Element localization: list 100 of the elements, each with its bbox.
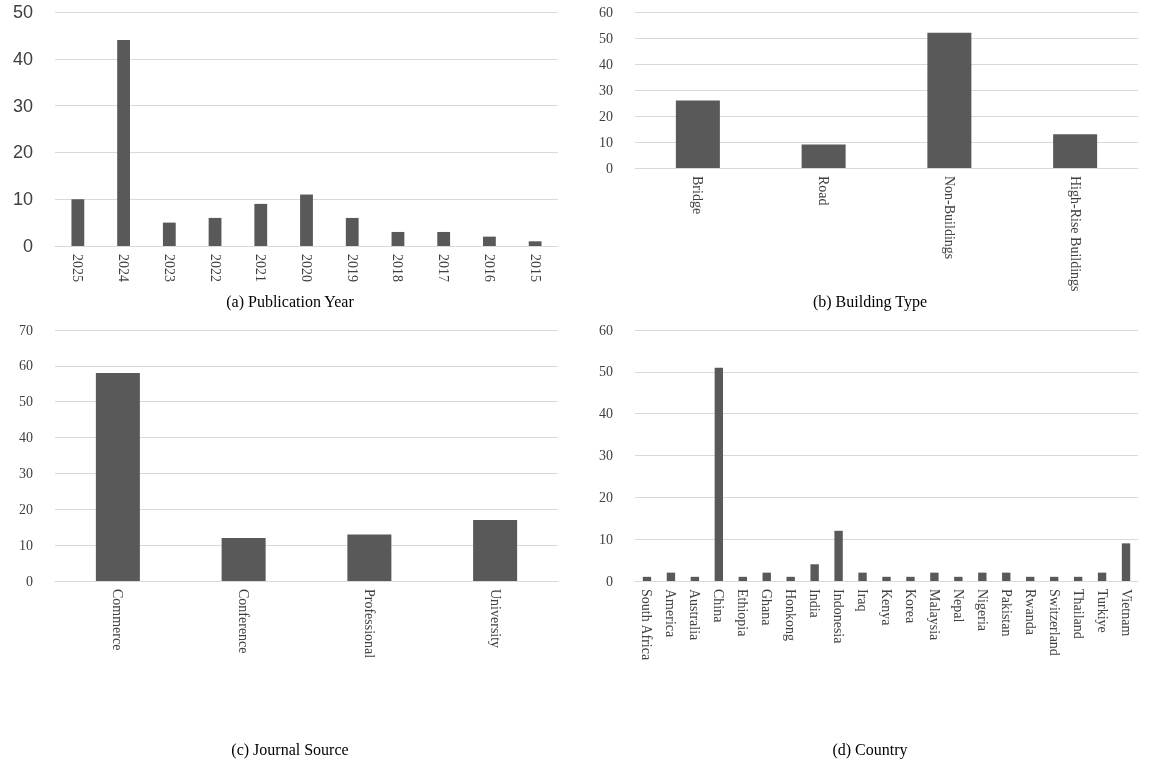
x-tick-label: Turkiye	[1094, 589, 1110, 633]
bar	[930, 572, 939, 581]
x-tick-label: Malaysia	[926, 589, 942, 642]
x-tick-label: China	[711, 589, 727, 624]
bar	[858, 572, 867, 581]
x-tick-label: Nepal	[950, 589, 966, 623]
x-tick-label: Iraq	[855, 589, 871, 612]
bar	[762, 572, 771, 581]
bar	[208, 217, 222, 246]
x-tick-label: High-Rise Buildings	[1067, 176, 1083, 292]
bar	[978, 572, 987, 581]
y-tick-label: 20	[19, 501, 33, 517]
bar	[1073, 576, 1083, 581]
x-tick-label: Professional	[361, 589, 377, 659]
x-tick-label: University	[487, 589, 503, 649]
x-tick-label: 2022	[207, 254, 223, 282]
x-tick-label: 2024	[116, 254, 132, 282]
bar	[1049, 576, 1059, 581]
y-tick-label: 0	[606, 573, 613, 589]
y-tick-label: 60	[19, 358, 33, 374]
bar	[300, 194, 313, 246]
x-tick-label: Indonesia	[831, 589, 847, 645]
bar	[738, 576, 747, 581]
bar	[528, 241, 542, 246]
x-tick-label: Non-Buildings	[941, 176, 957, 260]
bar	[834, 530, 843, 581]
y-tick-label: 40	[599, 56, 613, 72]
y-tick-label: 50	[12, 2, 33, 22]
y-tick-label: 10	[12, 189, 33, 210]
x-tick-label: Honkong	[783, 589, 799, 642]
y-tick-label: 30	[12, 95, 33, 116]
bar	[162, 222, 176, 246]
bar	[1121, 543, 1131, 581]
x-tick-label: Switzerland	[1046, 589, 1062, 656]
x-tick-label: South Africa	[639, 589, 655, 661]
y-tick-label: 0	[22, 236, 33, 256]
y-tick-label: 50	[599, 364, 613, 380]
bar	[642, 576, 652, 581]
y-tick-label: 70	[19, 322, 33, 338]
text: (b) Building Type	[812, 292, 928, 311]
x-tick-label: Australia	[687, 589, 703, 642]
bar	[221, 537, 266, 581]
bar	[882, 576, 891, 581]
bar	[95, 373, 140, 581]
x-tick-label: Korea	[902, 589, 918, 624]
y-tick-label: 60	[599, 4, 613, 20]
y-tick-label: 10	[599, 134, 613, 150]
x-tick-label: India	[807, 589, 823, 619]
bar	[1053, 134, 1098, 168]
x-tick-label: 2021	[253, 254, 269, 282]
text: (a) Publication Year	[226, 292, 355, 311]
bar	[1097, 572, 1107, 581]
x-tick-label: America	[663, 589, 679, 638]
bar	[347, 534, 392, 581]
y-tick-label: 0	[26, 573, 33, 589]
x-tick-label: Pakistan	[998, 589, 1014, 637]
y-tick-label: 10	[19, 537, 33, 553]
bar	[690, 576, 700, 581]
bar	[391, 231, 405, 246]
bar	[801, 144, 846, 168]
bar	[345, 217, 359, 246]
y-tick-label: 30	[19, 465, 33, 481]
bar	[675, 100, 720, 168]
x-tick-label: 2020	[299, 254, 314, 282]
x-tick-label: 2018	[390, 254, 406, 282]
bar	[714, 367, 724, 581]
y-tick-label: 20	[599, 489, 613, 505]
x-tick-label: Ghana	[759, 589, 775, 627]
x-tick-label: Thailand	[1070, 589, 1086, 639]
x-tick-label: 2019	[344, 254, 360, 282]
y-tick-label: 0	[606, 160, 613, 176]
y-tick-label: 30	[599, 448, 613, 463]
x-tick-label: 2017	[436, 254, 452, 282]
bar	[927, 32, 972, 168]
bar	[117, 40, 130, 246]
x-tick-label: Ethiopia	[735, 589, 751, 638]
x-tick-label: Kenya	[879, 589, 894, 627]
x-tick-label: 2015	[527, 254, 543, 282]
y-tick-label: 20	[599, 108, 613, 124]
x-tick-label: Conference	[236, 589, 252, 654]
bar	[473, 520, 518, 581]
x-tick-label: 2025	[70, 254, 86, 282]
text: (c) Journal Source	[231, 740, 349, 759]
y-tick-label: 60	[599, 322, 613, 338]
bar	[906, 576, 915, 581]
x-tick-label: Road	[816, 176, 832, 206]
text: (d) Country	[832, 740, 908, 759]
y-tick-label: 30	[599, 82, 613, 98]
bar	[810, 564, 819, 581]
bar	[483, 236, 496, 246]
bar	[666, 572, 676, 581]
y-tick-label: 10	[599, 531, 613, 547]
x-tick-label: 2023	[161, 254, 177, 282]
bar	[1026, 576, 1035, 581]
bar	[786, 576, 795, 581]
y-tick-label: 40	[12, 48, 33, 69]
y-tick-label: 40	[19, 430, 33, 446]
x-tick-label: Vietnam	[1118, 589, 1134, 637]
bar	[1002, 572, 1011, 581]
y-tick-label: 40	[599, 406, 613, 422]
